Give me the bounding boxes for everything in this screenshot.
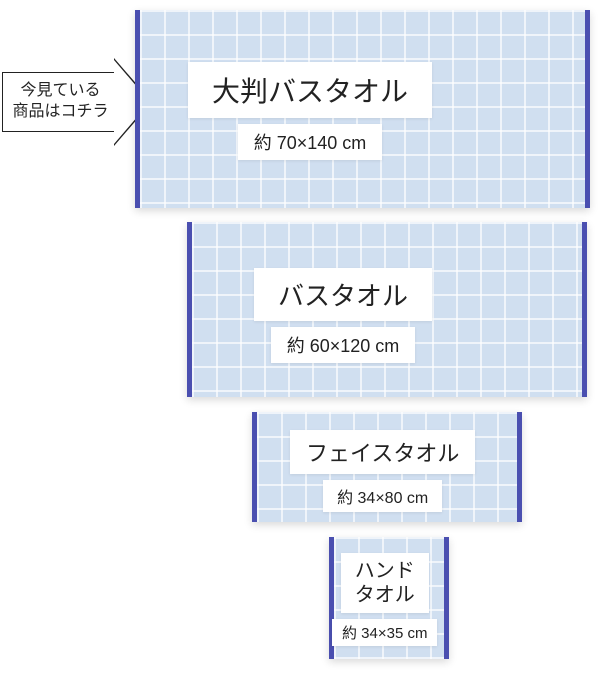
size-comparison-canvas: 今見ている 商品はコチラ 大判バスタオル 約 70×140 cm バスタオル 約… xyxy=(0,0,600,680)
dims-large-bath: 約 70×140 cm xyxy=(238,124,383,160)
label-face: フェイスタオル 約 34×80 cm xyxy=(290,430,475,512)
title-face: フェイスタオル xyxy=(290,430,475,474)
current-item-pointer: 今見ている 商品はコチラ xyxy=(2,72,114,132)
dims-bath: 約 60×120 cm xyxy=(271,327,416,363)
title-large-bath: 大判バスタオル xyxy=(188,62,432,118)
title-hand: ハンド タオル xyxy=(341,553,429,613)
dims-face: 約 34×80 cm xyxy=(323,480,442,512)
label-hand: ハンド タオル 約 34×35 cm xyxy=(332,553,437,646)
dims-hand: 約 34×35 cm xyxy=(332,619,437,646)
pointer-line1: 今見ている xyxy=(20,81,100,102)
pointer-line2: 商品はコチラ xyxy=(12,102,108,123)
label-large-bath: 大判バスタオル 約 70×140 cm xyxy=(188,62,432,160)
label-bath: バスタオル 約 60×120 cm xyxy=(254,268,432,363)
title-bath: バスタオル xyxy=(254,268,432,321)
pointer-text-box: 今見ている 商品はコチラ xyxy=(2,72,114,132)
